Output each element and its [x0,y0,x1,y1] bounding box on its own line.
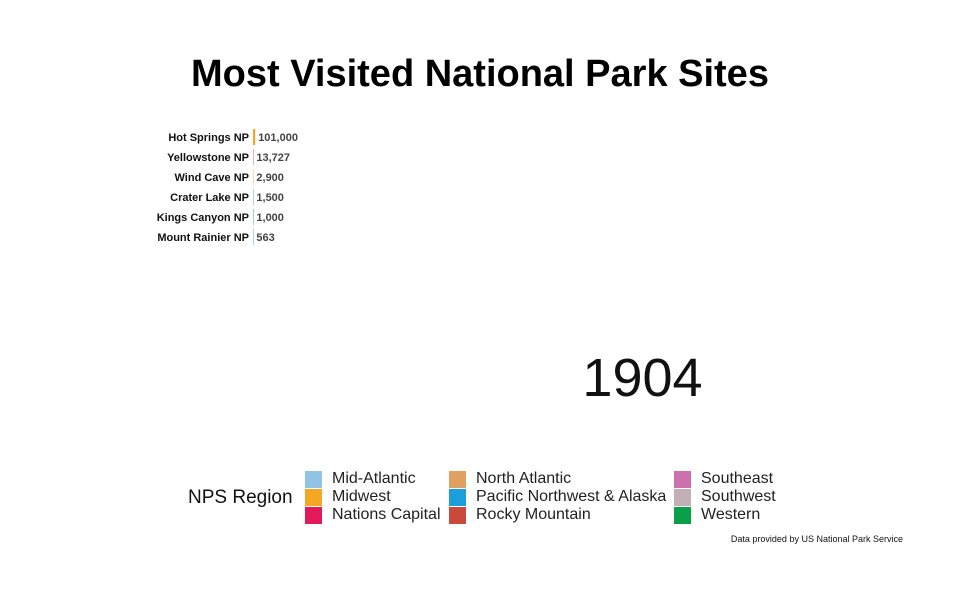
legend-label: Southwest [701,488,776,505]
legend-label: Mid-Atlantic [332,470,416,487]
legend-label: North Atlantic [476,470,572,487]
value-label: 1,500 [256,192,284,204]
legend-item: Southwest [674,488,776,506]
legend-swatch [449,488,466,506]
legend-column-1: Mid-Atlantic Midwest Nations Capital [305,470,441,524]
category-label: Yellowstone NP [167,152,249,164]
legend-label: Western [701,506,761,523]
legend-swatch [674,488,691,506]
legend-item: Midwest [305,488,441,506]
legend-swatch [305,506,322,524]
legend-label: Rocky Mountain [476,506,591,523]
category-label: Mount Rainier NP [157,232,249,244]
legend-label: Nations Capital [332,506,441,523]
source-caption: Data provided by US National Park Servic… [730,534,903,544]
value-label: 1,000 [256,212,284,224]
legend-swatch [674,506,691,524]
category-label: Kings Canyon NP [157,212,249,224]
legend-item: Rocky Mountain [449,506,666,524]
legend-swatch [674,470,691,488]
value-label: 101,000 [258,132,298,144]
chart-title: Most Visited National Park Sites [191,53,769,95]
legend-title: NPS Region [188,487,293,508]
legend-item: Southeast [674,470,776,488]
category-label: Wind Cave NP [175,172,249,184]
legend-column-2: North Atlantic Pacific Northwest & Alaska… [449,470,666,524]
legend-label: Midwest [332,488,391,505]
legend-swatch [449,470,466,488]
bar-hot-springs-np [253,129,256,145]
value-label: 13,727 [256,152,290,164]
legend-item: Western [674,506,776,524]
legend-item: Pacific Northwest & Alaska [449,488,666,506]
legend-swatch [449,506,466,524]
legend-item: Mid-Atlantic [305,470,441,488]
legend-item: North Atlantic [449,470,666,488]
legend-column-3: Southeast Southwest Western [674,470,776,524]
year-frame-label: 1904 [582,348,703,408]
legend-swatch [305,488,322,506]
value-label: 2,900 [256,172,284,184]
category-label: Hot Springs NP [168,132,249,144]
value-label: 563 [256,232,274,244]
legend-item: Nations Capital [305,506,441,524]
legend-swatch [305,470,322,488]
legend-label: Pacific Northwest & Alaska [476,488,667,505]
legend-label: Southeast [701,470,774,487]
category-label: Crater Lake NP [170,192,249,204]
